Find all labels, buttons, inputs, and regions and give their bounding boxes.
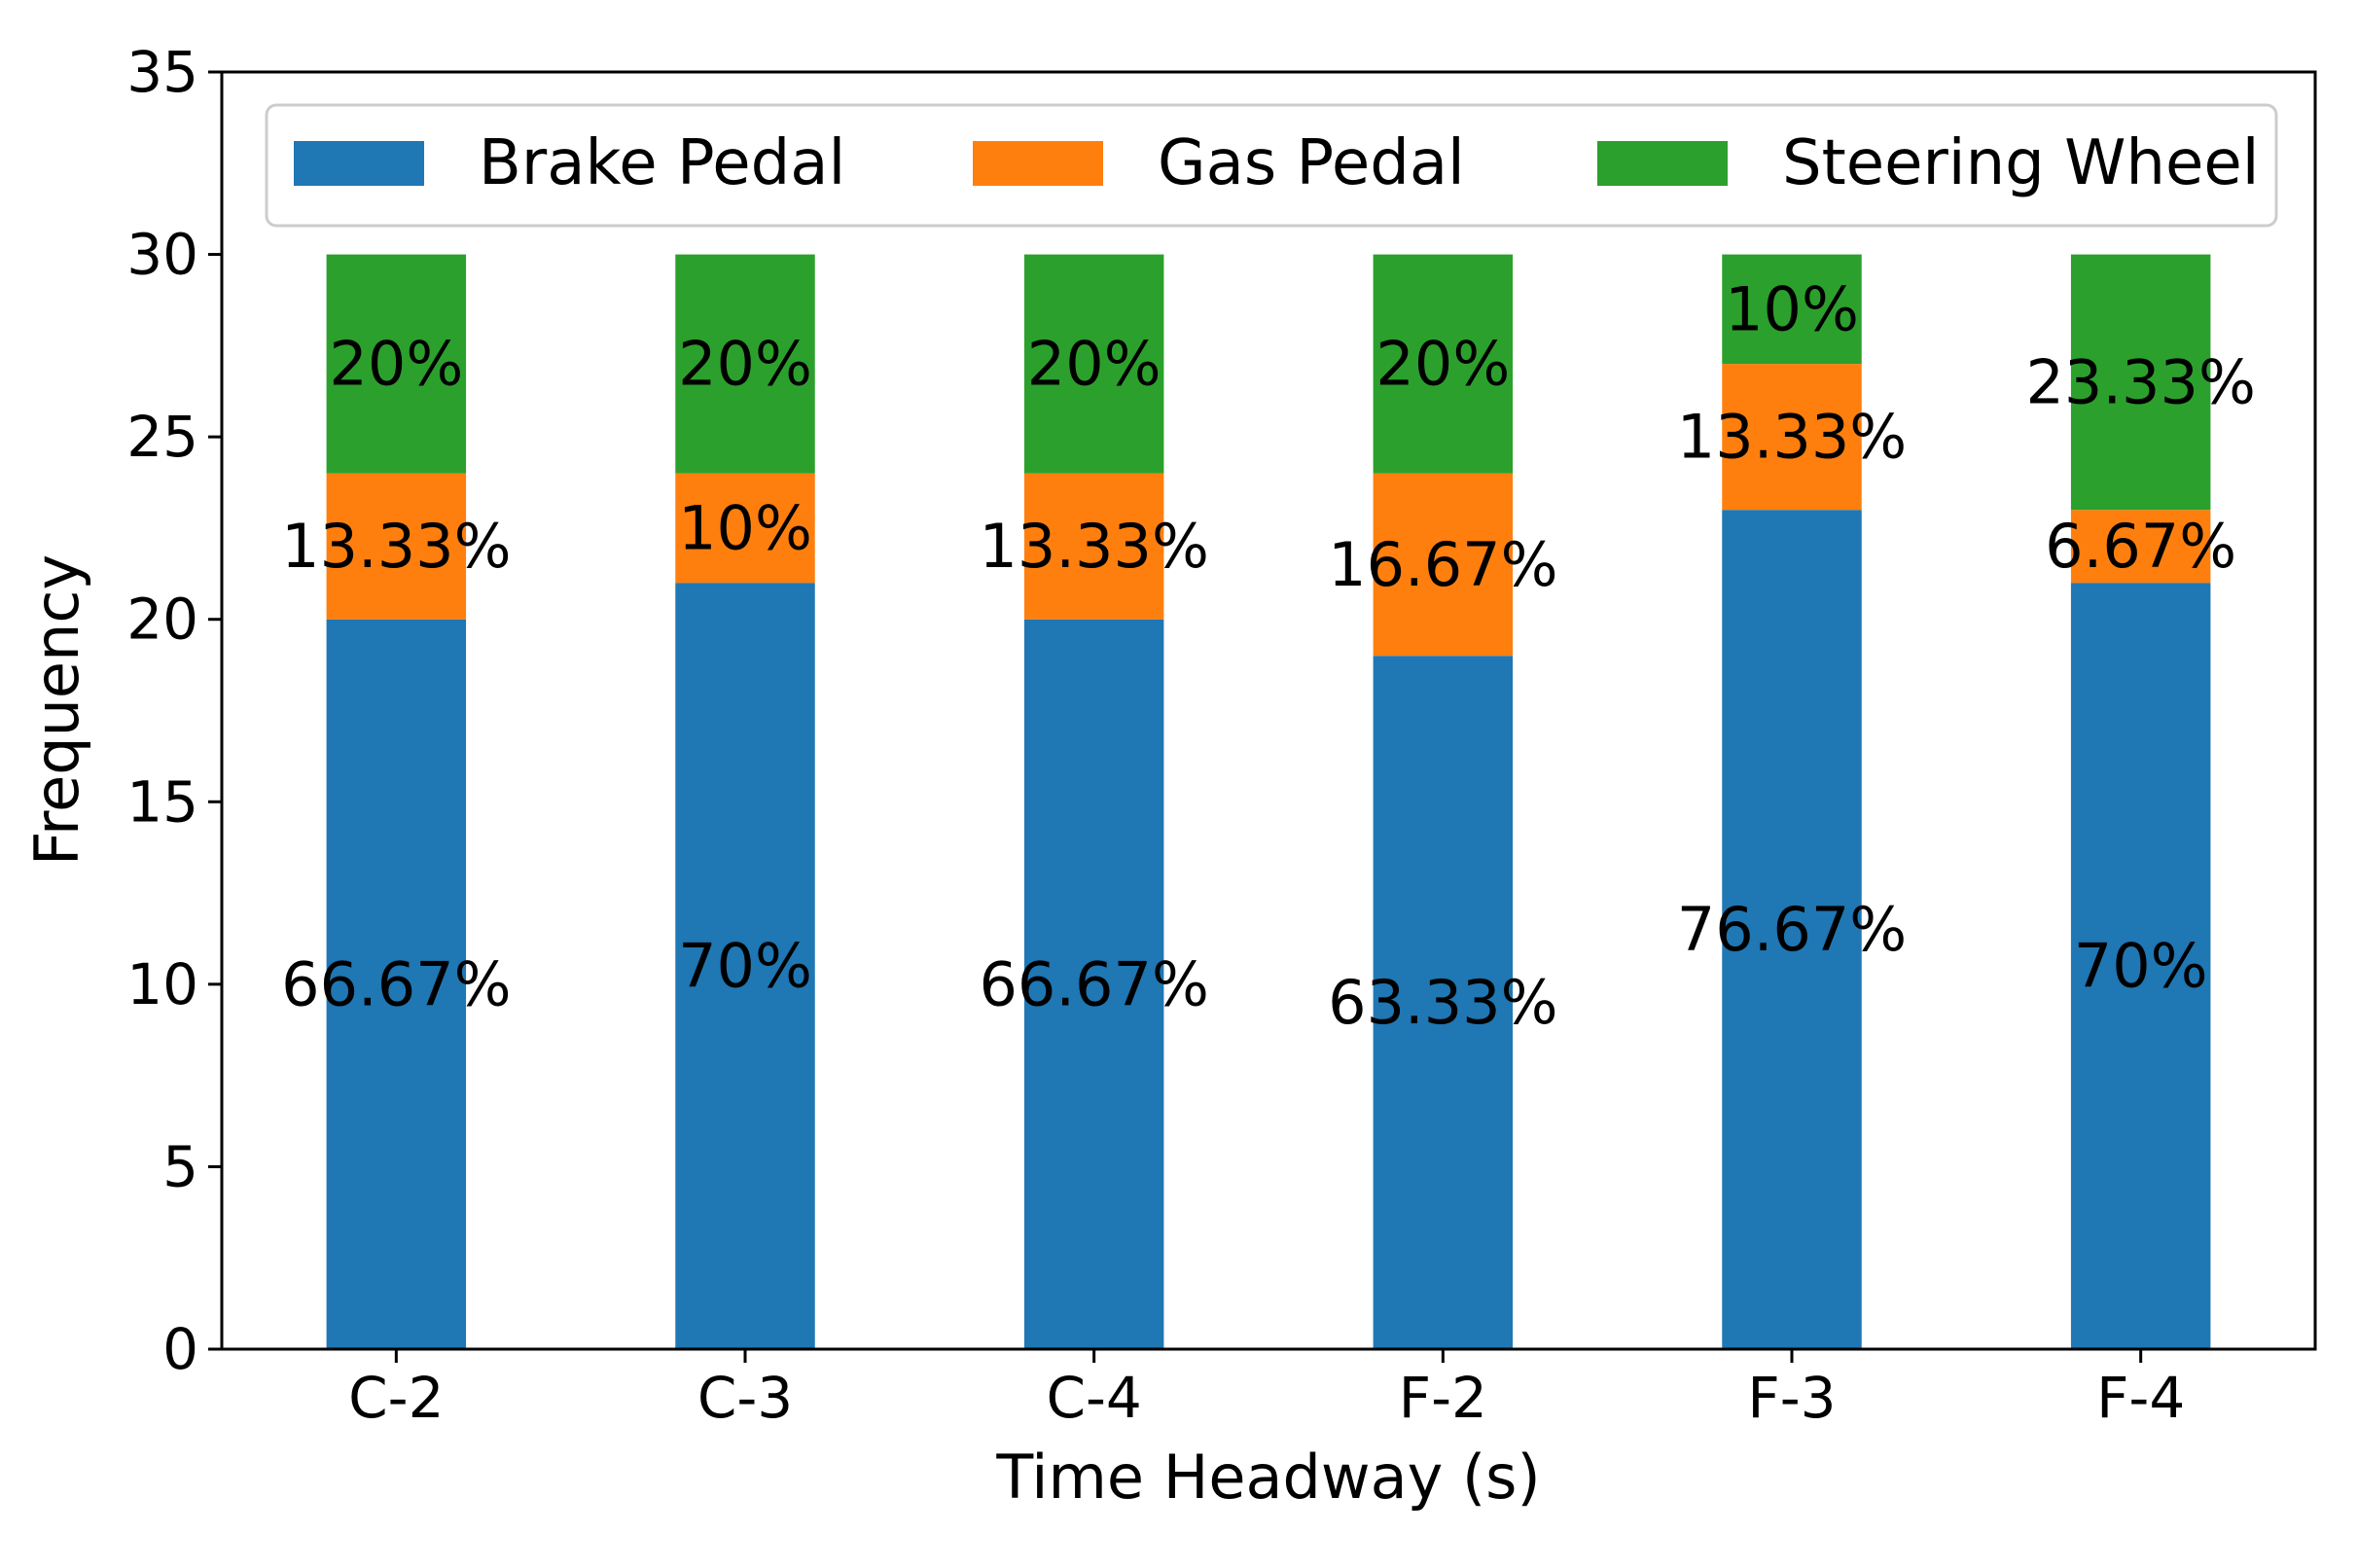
bar-brake-pedal-c-2 [326, 619, 467, 1349]
bar-brake-pedal-f-4 [2070, 583, 2211, 1349]
legend-label-steering-wheel: Steering Wheel [1782, 127, 2259, 199]
data-label-gas-pedal-c-2: 13.33% [281, 511, 511, 582]
legend-label-brake-pedal: Brake Pedal [479, 127, 845, 199]
bar-gas-pedal-c-2 [326, 473, 467, 620]
y-axis-title: Frequency [21, 554, 92, 866]
y-tick-label: 20 [126, 587, 198, 653]
bar-gas-pedal-f-2 [1373, 473, 1514, 657]
data-label-gas-pedal-f-3: 13.33% [1677, 402, 1907, 473]
bar-steering-wheel-f-3 [1722, 254, 1862, 365]
x-tick-label-f-3: F-3 [1747, 1365, 1836, 1431]
data-labels-layer: 66.67% 13.33% 20% 70% 10% 20% 66.67% 13.33% 20% 6… [281, 273, 2256, 1038]
y-tick-label: 15 [126, 768, 198, 835]
legend-swatch-brake-pedal [294, 141, 424, 186]
plot-frame [220, 70, 2317, 1351]
y-tick-label: 5 [162, 1133, 198, 1199]
data-label-gas-pedal-c-4: 13.33% [979, 511, 1208, 582]
bar-steering-wheel-c-4 [1023, 254, 1164, 474]
data-label-steering-wheel-f-3: 10% [1725, 273, 1859, 344]
legend-swatch-steering-wheel [1597, 141, 1728, 186]
legend-swatch-gas-pedal [973, 141, 1103, 186]
y-tick-label: 0 [162, 1316, 198, 1382]
bar-brake-pedal-f-3 [1722, 510, 1862, 1349]
y-tick-label: 35 [126, 39, 198, 105]
data-label-gas-pedal-f-2: 16.67% [1328, 529, 1557, 600]
data-label-steering-wheel-f-4: 23.33% [2025, 346, 2255, 417]
x-axis: C-2 C-3 C-4 F-2 F-3 F-4 [348, 1349, 2185, 1431]
bar-steering-wheel-f-2 [1373, 254, 1514, 474]
data-label-steering-wheel-c-2: 20% [329, 329, 463, 400]
legend: Brake Pedal Gas Pedal Steering Wheel [265, 103, 2278, 228]
y-tick-label: 30 [126, 222, 198, 288]
bar-brake-pedal-f-2 [1373, 656, 1514, 1349]
bar-gas-pedal-c-3 [675, 473, 815, 584]
legend-box [265, 103, 2278, 228]
data-label-brake-pedal-c-3: 70% [678, 931, 812, 1002]
data-label-steering-wheel-f-2: 20% [1376, 329, 1510, 400]
bar-gas-pedal-f-3 [1722, 364, 1862, 511]
x-tick-label-c-2: C-2 [348, 1365, 444, 1431]
x-tick-label-f-2: F-2 [1399, 1365, 1487, 1431]
y-tick-label: 25 [126, 404, 198, 470]
bar-gas-pedal-c-4 [1023, 473, 1164, 620]
data-label-steering-wheel-c-4: 20% [1027, 329, 1161, 400]
data-label-gas-pedal-c-3: 10% [678, 492, 812, 563]
bar-steering-wheel-f-4 [2070, 254, 2211, 511]
data-label-gas-pedal-f-4: 6.67% [2045, 511, 2236, 582]
x-tick-label-f-4: F-4 [2096, 1365, 2185, 1431]
bar-steering-wheel-c-2 [326, 254, 467, 474]
data-label-brake-pedal-f-3: 76.67% [1677, 894, 1907, 965]
data-label-brake-pedal-f-2: 63.33% [1328, 967, 1557, 1038]
data-label-brake-pedal-c-4: 66.67% [979, 948, 1208, 1019]
legend-label-gas-pedal: Gas Pedal [1158, 127, 1465, 199]
bar-steering-wheel-c-3 [675, 254, 815, 474]
y-axis: 0 5 10 15 20 25 30 35 [126, 39, 222, 1382]
x-tick-label-c-3: C-3 [697, 1365, 793, 1431]
bar-brake-pedal-c-3 [675, 583, 815, 1349]
bar-brake-pedal-c-4 [1023, 619, 1164, 1349]
data-label-steering-wheel-c-3: 20% [678, 329, 812, 400]
x-axis-title: Time Headway (s) [995, 1442, 1540, 1513]
bars-layer [326, 254, 2211, 1349]
bar-gas-pedal-f-4 [2070, 510, 2211, 584]
x-tick-label-c-4: C-4 [1047, 1365, 1142, 1431]
data-label-brake-pedal-c-2: 66.67% [281, 948, 511, 1019]
data-label-brake-pedal-f-4: 70% [2074, 931, 2208, 1002]
y-tick-label: 10 [126, 951, 198, 1017]
